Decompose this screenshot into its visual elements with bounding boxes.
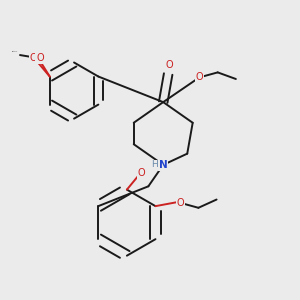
Text: O: O	[196, 72, 203, 82]
Text: O: O	[176, 198, 184, 208]
Text: O: O	[138, 168, 146, 178]
Text: N: N	[159, 160, 168, 170]
Text: O: O	[165, 60, 172, 70]
Text: O: O	[36, 53, 44, 63]
Text: methoxy: methoxy	[12, 51, 18, 52]
Text: H: H	[152, 160, 158, 169]
Text: O: O	[29, 53, 37, 63]
